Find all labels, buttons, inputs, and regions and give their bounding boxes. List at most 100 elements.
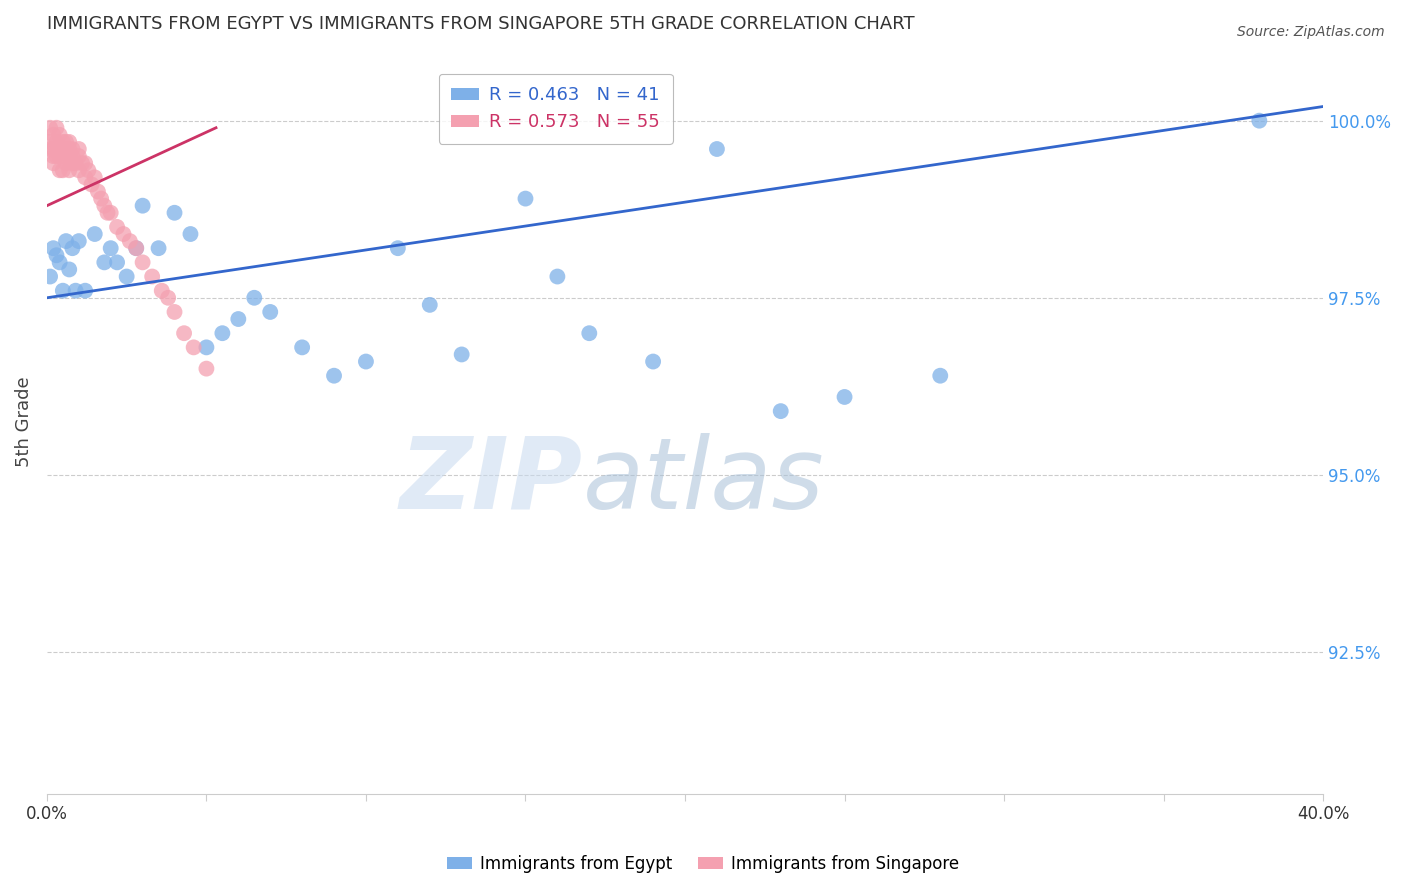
Point bbox=[42, 128, 65, 142]
Point bbox=[52, 142, 75, 156]
Point bbox=[62, 149, 84, 163]
Point bbox=[58, 262, 80, 277]
Point bbox=[42, 241, 65, 255]
Text: atlas: atlas bbox=[583, 433, 824, 530]
Point bbox=[131, 255, 153, 269]
Point bbox=[643, 354, 665, 368]
Point bbox=[67, 234, 90, 248]
Point bbox=[45, 120, 67, 135]
Point bbox=[58, 135, 80, 149]
Point bbox=[87, 185, 110, 199]
Point bbox=[291, 340, 314, 354]
Point bbox=[105, 255, 128, 269]
Point bbox=[52, 149, 75, 163]
Point bbox=[48, 128, 70, 142]
Point bbox=[58, 149, 80, 163]
Point bbox=[243, 291, 266, 305]
Point bbox=[55, 234, 77, 248]
Point bbox=[211, 326, 233, 341]
Point bbox=[195, 361, 218, 376]
Point bbox=[52, 284, 75, 298]
Point bbox=[163, 305, 186, 319]
Legend: R = 0.463   N = 41, R = 0.573   N = 55: R = 0.463 N = 41, R = 0.573 N = 55 bbox=[439, 74, 672, 144]
Point bbox=[52, 163, 75, 178]
Point bbox=[75, 284, 97, 298]
Point bbox=[45, 135, 67, 149]
Point bbox=[39, 142, 62, 156]
Point bbox=[195, 340, 218, 354]
Text: ZIP: ZIP bbox=[399, 433, 583, 530]
Text: Source: ZipAtlas.com: Source: ZipAtlas.com bbox=[1237, 25, 1385, 39]
Y-axis label: 5th Grade: 5th Grade bbox=[15, 376, 32, 467]
Point bbox=[48, 163, 70, 178]
Point bbox=[118, 234, 141, 248]
Point bbox=[105, 219, 128, 234]
Point bbox=[90, 192, 112, 206]
Point bbox=[55, 156, 77, 170]
Legend: Immigrants from Egypt, Immigrants from Singapore: Immigrants from Egypt, Immigrants from S… bbox=[440, 848, 966, 880]
Point bbox=[578, 326, 600, 341]
Point bbox=[228, 312, 250, 326]
Point bbox=[58, 163, 80, 178]
Point bbox=[52, 135, 75, 149]
Point bbox=[42, 156, 65, 170]
Point bbox=[39, 120, 62, 135]
Point bbox=[80, 178, 103, 192]
Point bbox=[387, 241, 409, 255]
Point bbox=[183, 340, 205, 354]
Point bbox=[62, 241, 84, 255]
Point bbox=[173, 326, 195, 341]
Point bbox=[42, 142, 65, 156]
Point bbox=[77, 163, 100, 178]
Point bbox=[67, 163, 90, 178]
Point bbox=[769, 404, 792, 418]
Point bbox=[163, 206, 186, 220]
Point bbox=[70, 156, 93, 170]
Point bbox=[62, 156, 84, 170]
Point bbox=[55, 142, 77, 156]
Point bbox=[67, 142, 90, 156]
Point bbox=[125, 241, 148, 255]
Point bbox=[48, 149, 70, 163]
Point bbox=[131, 199, 153, 213]
Point bbox=[75, 170, 97, 185]
Point bbox=[148, 241, 170, 255]
Point bbox=[65, 156, 87, 170]
Point bbox=[706, 142, 728, 156]
Point bbox=[450, 347, 472, 361]
Point bbox=[259, 305, 281, 319]
Point bbox=[834, 390, 856, 404]
Point bbox=[125, 241, 148, 255]
Point bbox=[39, 269, 62, 284]
Point bbox=[42, 149, 65, 163]
Point bbox=[83, 227, 105, 241]
Text: IMMIGRANTS FROM EGYPT VS IMMIGRANTS FROM SINGAPORE 5TH GRADE CORRELATION CHART: IMMIGRANTS FROM EGYPT VS IMMIGRANTS FROM… bbox=[46, 15, 914, 33]
Point bbox=[100, 206, 122, 220]
Point bbox=[48, 142, 70, 156]
Point bbox=[323, 368, 346, 383]
Point bbox=[179, 227, 201, 241]
Point bbox=[67, 149, 90, 163]
Point bbox=[115, 269, 138, 284]
Point bbox=[48, 255, 70, 269]
Point bbox=[75, 156, 97, 170]
Point bbox=[55, 135, 77, 149]
Point bbox=[354, 354, 377, 368]
Point bbox=[157, 291, 180, 305]
Point bbox=[141, 269, 163, 284]
Point bbox=[1249, 113, 1271, 128]
Point bbox=[419, 298, 441, 312]
Point bbox=[100, 241, 122, 255]
Point bbox=[93, 199, 115, 213]
Point bbox=[58, 142, 80, 156]
Point bbox=[546, 269, 568, 284]
Point bbox=[65, 284, 87, 298]
Point bbox=[45, 149, 67, 163]
Point bbox=[93, 255, 115, 269]
Point bbox=[515, 192, 537, 206]
Point bbox=[39, 135, 62, 149]
Point bbox=[45, 248, 67, 262]
Point bbox=[150, 284, 173, 298]
Point bbox=[62, 142, 84, 156]
Point bbox=[96, 206, 118, 220]
